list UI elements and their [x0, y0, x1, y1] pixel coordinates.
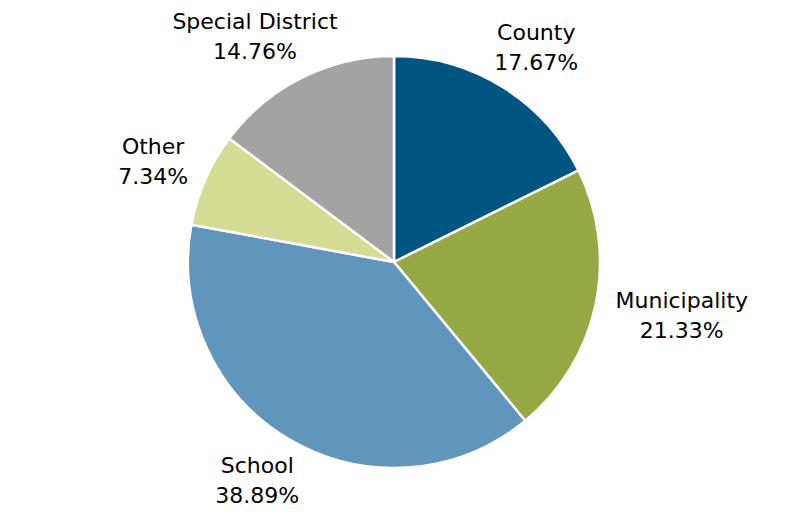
- slices: [188, 56, 600, 468]
- labels: County 17.67% Municipality 21.33% School 38.8…: [118, 9, 748, 508]
- category-label: Special District: [172, 9, 338, 34]
- slice-label: Special District 14.76%: [172, 9, 338, 64]
- category-label: Municipality: [616, 288, 749, 313]
- category-label: County: [497, 20, 575, 45]
- value-label: 38.89%: [215, 483, 299, 508]
- chart: County 17.67% Municipality 21.33% School 38.8…: [0, 0, 788, 525]
- slice-label: School 38.89%: [215, 453, 299, 508]
- value-label: 14.76%: [213, 39, 297, 64]
- slice: [188, 225, 525, 468]
- value-label: 17.67%: [494, 50, 578, 75]
- category-label: School: [221, 453, 294, 478]
- value-label: 21.33%: [640, 318, 724, 343]
- slice: [229, 56, 394, 262]
- slice-label: Other 7.34%: [118, 134, 188, 189]
- category-label: Other: [122, 134, 185, 159]
- value-label: 7.34%: [118, 164, 188, 189]
- slice-label: County 17.67%: [494, 20, 578, 75]
- slice-label: Municipality 21.33%: [616, 288, 749, 343]
